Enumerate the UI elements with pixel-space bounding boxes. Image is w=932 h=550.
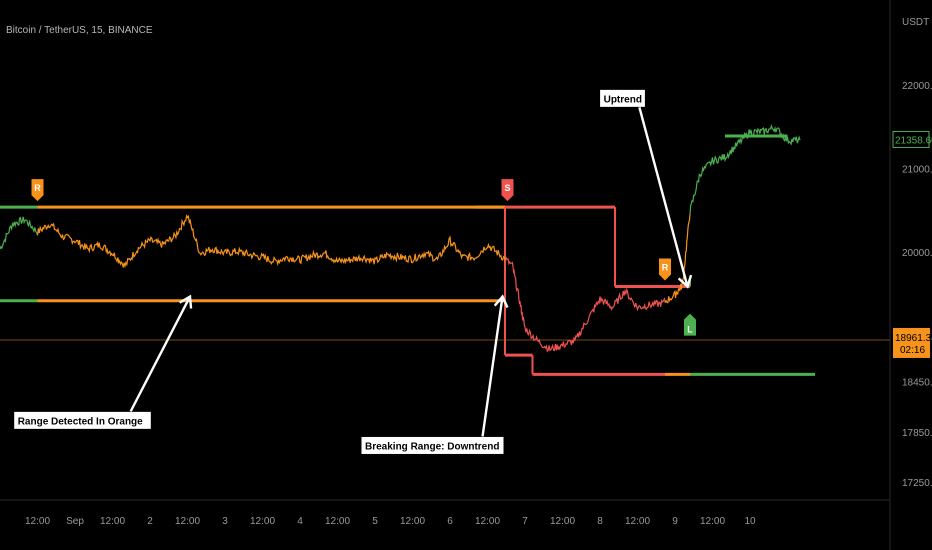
- y-tick-label: 21000.00: [902, 164, 932, 175]
- x-tick-label: 12:00: [700, 516, 725, 527]
- price-line: [504, 256, 666, 353]
- annotations: Range Detected In Orange Breaking Range: …: [13, 88, 693, 455]
- current-price-label: 18961.37: [895, 333, 932, 344]
- x-tick-label: 2: [147, 516, 153, 527]
- x-tick-label: 12:00: [325, 516, 350, 527]
- y-tick-label: 17850.00: [902, 428, 932, 439]
- annotation-box-range: [13, 410, 152, 430]
- annotation-text-range: Range Detected In Orange: [18, 416, 143, 427]
- y-axis-unit: USDT: [902, 17, 929, 28]
- signal-tag-label: R: [662, 263, 669, 273]
- signal-tag-label: S: [504, 183, 510, 193]
- signal-tag-r: [31, 179, 44, 202]
- y-tick-label: 20000.00: [902, 248, 932, 259]
- signal-tag-r: [659, 258, 671, 281]
- signal-tags: R S R L: [31, 179, 696, 336]
- x-tick-label: 8: [597, 516, 603, 527]
- x-tick-label: 12:00: [475, 516, 500, 527]
- x-tick-label: 6: [447, 516, 453, 527]
- last-close-label: 21358.60: [895, 135, 932, 146]
- x-tick-label: 12:00: [625, 516, 650, 527]
- level-lines: [0, 134, 890, 376]
- countdown-label: 02:16: [900, 345, 925, 356]
- annotation-arrow-range: [129, 296, 192, 412]
- price-line: [36, 213, 506, 269]
- y-tick-label: 17250.00: [902, 478, 932, 489]
- y-tick-label: 22000.00: [902, 81, 932, 92]
- x-tick-label: 9: [672, 516, 678, 527]
- x-tick-label: 12:00: [100, 516, 125, 527]
- price-series: [0, 123, 801, 353]
- price-line: [664, 214, 691, 304]
- x-tick-label: 7: [522, 516, 528, 527]
- x-tick-label: Sep: [66, 516, 84, 527]
- price-line: [689, 123, 801, 215]
- current-price-tag: [893, 327, 930, 358]
- annotation-text-up: Uptrend: [604, 94, 642, 105]
- signal-tag-label: R: [34, 183, 41, 193]
- x-tick-label: 12:00: [400, 516, 425, 527]
- price-line: [0, 216, 39, 250]
- annotation-box-break: [360, 435, 505, 455]
- annotation-arrowhead-break: [493, 294, 509, 309]
- x-tick-label: 12:00: [550, 516, 575, 527]
- signal-tag-label: L: [687, 325, 693, 335]
- chart-title: Bitcoin / TetherUS, 15, BINANCE: [6, 25, 153, 36]
- annotation-arrowhead-range: [179, 294, 193, 309]
- x-tick-label: 10: [744, 516, 756, 527]
- y-tick-label: 18450.00: [902, 378, 932, 389]
- x-tick-label: 12:00: [175, 516, 200, 527]
- last-close-tag: [892, 130, 930, 148]
- annotation-box-up: [599, 88, 646, 108]
- x-tick-label: 5: [372, 516, 378, 527]
- x-tick-label: 12:00: [250, 516, 275, 527]
- annotation-arrow-break: [481, 296, 504, 437]
- x-tick-label: 12:00: [25, 516, 50, 527]
- annotation-arrow-up: [638, 107, 689, 287]
- x-tick-label: 4: [297, 516, 303, 527]
- signal-tag-l: [684, 313, 696, 336]
- price-tags: 21358.60 18961.3702:16: [892, 130, 932, 358]
- x-axis: 12:00 Sep 12:00 2 12:00 3 12:00 4 12:00 5 12:00 6 12…: [0, 499, 890, 527]
- annotation-text-break: Breaking Range: Downtrend: [365, 441, 499, 452]
- x-tick-label: 3: [222, 516, 228, 527]
- annotation-arrowhead-up: [677, 274, 693, 289]
- signal-tag-s: [501, 179, 514, 202]
